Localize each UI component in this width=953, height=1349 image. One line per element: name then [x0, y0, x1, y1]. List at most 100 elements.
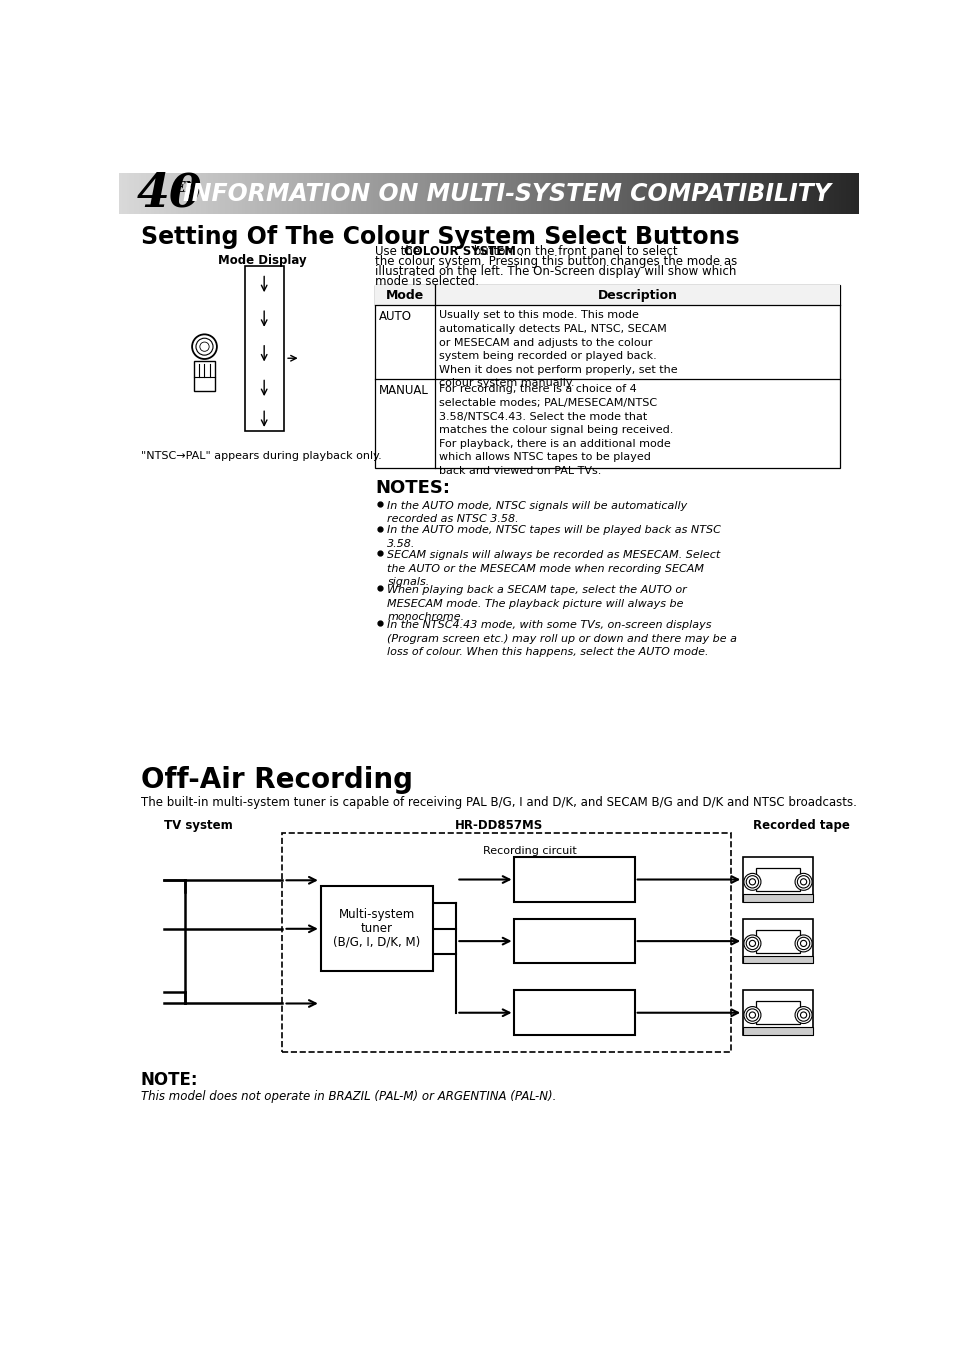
- Bar: [811, 174, 813, 214]
- Bar: [688, 174, 690, 214]
- Bar: [158, 174, 161, 214]
- Bar: [211, 174, 213, 214]
- Bar: [752, 174, 755, 214]
- Bar: [819, 174, 821, 214]
- Bar: [621, 174, 624, 214]
- Bar: [567, 174, 570, 214]
- Bar: [183, 174, 186, 214]
- Bar: [397, 174, 399, 214]
- Bar: [146, 174, 149, 214]
- Bar: [370, 174, 373, 214]
- Bar: [855, 174, 858, 214]
- Text: MANUAL: MANUAL: [378, 384, 428, 398]
- Bar: [208, 174, 211, 214]
- Bar: [742, 1028, 812, 1035]
- Circle shape: [794, 935, 811, 952]
- Bar: [742, 919, 812, 963]
- Bar: [592, 174, 595, 214]
- Text: TV system: TV system: [164, 819, 233, 832]
- Bar: [436, 174, 439, 214]
- Bar: [245, 266, 283, 432]
- Text: In the AUTO mode, NTSC signals will be automatically
recorded as NTSC 3.58.: In the AUTO mode, NTSC signals will be a…: [387, 500, 687, 525]
- Bar: [558, 174, 559, 214]
- Bar: [533, 174, 536, 214]
- Bar: [496, 174, 498, 214]
- Bar: [683, 174, 685, 214]
- Bar: [259, 174, 262, 214]
- Bar: [380, 174, 382, 214]
- Bar: [555, 174, 558, 214]
- Bar: [301, 174, 304, 214]
- Bar: [643, 174, 646, 214]
- Bar: [823, 174, 825, 214]
- Bar: [606, 174, 609, 214]
- Bar: [737, 174, 740, 214]
- Bar: [415, 174, 417, 214]
- Bar: [287, 174, 289, 214]
- Bar: [422, 174, 424, 214]
- Circle shape: [743, 935, 760, 952]
- Bar: [360, 174, 363, 214]
- Bar: [435, 174, 436, 214]
- Bar: [343, 174, 346, 214]
- Bar: [252, 174, 254, 214]
- Bar: [213, 174, 215, 214]
- Bar: [217, 174, 220, 214]
- Bar: [365, 174, 368, 214]
- Text: Recording circuit: Recording circuit: [482, 846, 577, 857]
- Text: In the AUTO mode, NTSC tapes will be played back as NTSC
3.58.: In the AUTO mode, NTSC tapes will be pla…: [387, 525, 720, 549]
- Bar: [124, 174, 127, 214]
- Bar: [346, 174, 348, 214]
- Bar: [724, 174, 727, 214]
- Bar: [282, 174, 284, 214]
- Bar: [441, 174, 444, 214]
- Bar: [565, 174, 567, 214]
- Text: 40: 40: [136, 171, 202, 217]
- Bar: [474, 174, 476, 214]
- Bar: [309, 174, 311, 214]
- Bar: [806, 174, 808, 214]
- Bar: [188, 174, 191, 214]
- Bar: [488, 174, 491, 214]
- Bar: [373, 174, 375, 214]
- Bar: [772, 174, 774, 214]
- Text: Multi-system: Multi-system: [338, 908, 415, 921]
- Bar: [491, 174, 494, 214]
- Bar: [306, 174, 309, 214]
- Bar: [200, 174, 203, 214]
- Bar: [841, 174, 842, 214]
- Bar: [755, 867, 800, 892]
- Bar: [215, 174, 217, 214]
- Bar: [427, 174, 429, 214]
- Bar: [220, 174, 222, 214]
- Bar: [547, 174, 550, 214]
- Bar: [424, 174, 427, 214]
- Bar: [676, 174, 678, 214]
- Bar: [476, 174, 478, 214]
- Text: Recorded tape: Recorded tape: [752, 819, 849, 832]
- Bar: [486, 174, 488, 214]
- Bar: [395, 174, 397, 214]
- Bar: [836, 174, 838, 214]
- Bar: [651, 174, 654, 214]
- Bar: [656, 174, 659, 214]
- Bar: [702, 174, 705, 214]
- Text: This model does not operate in BRAZIL (PAL-M) or ARGENTINA (PAL-N).: This model does not operate in BRAZIL (P…: [141, 1090, 556, 1102]
- Bar: [119, 174, 122, 214]
- Bar: [500, 174, 503, 214]
- Bar: [730, 174, 732, 214]
- Bar: [368, 174, 370, 214]
- Circle shape: [797, 876, 809, 888]
- Text: The built-in multi-system tuner is capable of receiving PAL B/G, I and D/K, and : The built-in multi-system tuner is capab…: [141, 796, 856, 808]
- Bar: [452, 174, 454, 214]
- Bar: [289, 174, 292, 214]
- Bar: [358, 174, 360, 214]
- Bar: [144, 174, 146, 214]
- Bar: [193, 174, 195, 214]
- Bar: [803, 174, 806, 214]
- Bar: [639, 174, 641, 214]
- Bar: [296, 174, 299, 214]
- Bar: [444, 174, 447, 214]
- Circle shape: [800, 940, 806, 947]
- Bar: [631, 174, 634, 214]
